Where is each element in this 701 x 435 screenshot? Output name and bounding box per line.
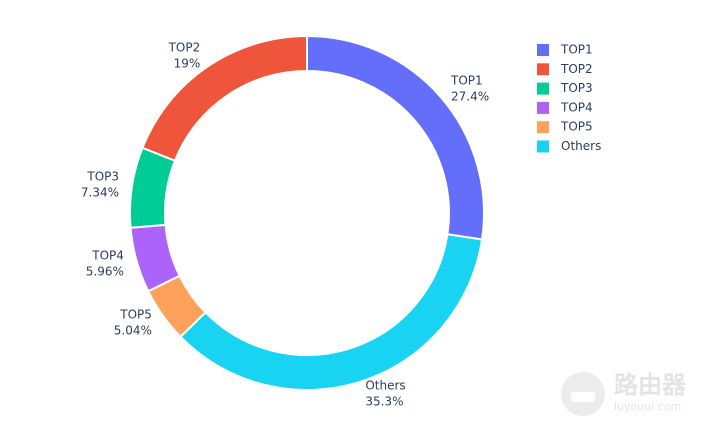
legend-label: TOP4	[560, 100, 593, 114]
slice-value-label: 35.3%	[365, 394, 403, 408]
watermark-url: luyouqi.com	[614, 400, 681, 413]
slice-label: TOP3	[86, 170, 119, 184]
slice-label: TOP1	[450, 74, 483, 88]
slice-label: Others	[365, 378, 405, 392]
legend-swatch	[537, 82, 549, 95]
legend-label: TOP5	[560, 120, 593, 134]
slice-value-label: 5.04%	[114, 323, 152, 337]
watermark-icon-part	[571, 392, 595, 402]
slice-label: TOP2	[168, 40, 201, 54]
slice-value-label: 5.96%	[86, 264, 124, 278]
slice-label: TOP5	[119, 307, 152, 321]
slice-value-label: 19%	[174, 56, 201, 70]
donut-slice	[179, 233, 484, 391]
watermark: 路由器 luyouqi.com	[561, 371, 687, 416]
donut-slice	[306, 34, 485, 241]
legend-label: Others	[561, 139, 601, 153]
legend-swatch	[537, 63, 549, 76]
legend: TOP1 TOP2 TOP3 TOP4 TOP5 Others	[537, 43, 601, 153]
slice-value-label: 27.4%	[451, 90, 489, 104]
legend-swatch	[537, 101, 549, 114]
legend-swatch	[537, 44, 549, 56]
legend-label: TOP3	[560, 81, 593, 95]
legend-swatch	[537, 140, 549, 153]
donut-slice	[141, 34, 308, 162]
legend-label: TOP1	[560, 43, 593, 57]
slice-value-label: 7.34%	[81, 186, 119, 200]
donut-slice	[129, 146, 177, 229]
legend-swatch	[537, 121, 549, 134]
legend-label: TOP2	[560, 62, 593, 76]
watermark-text: 路由器	[614, 371, 687, 399]
slice-label: TOP4	[91, 248, 124, 262]
